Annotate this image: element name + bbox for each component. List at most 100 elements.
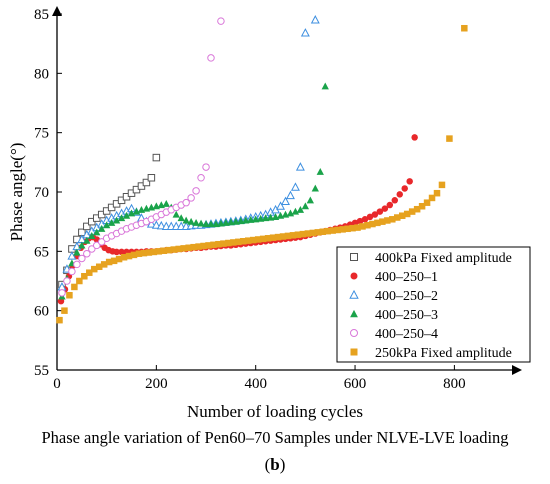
data-point xyxy=(394,214,401,221)
data-point xyxy=(438,181,446,189)
data-point xyxy=(381,205,389,212)
legend-open-square-marker xyxy=(350,253,358,261)
data-point xyxy=(151,220,161,229)
data-point xyxy=(237,217,245,225)
data-point xyxy=(379,218,386,225)
data-point xyxy=(374,219,381,227)
data-point xyxy=(413,205,421,213)
legend-item: 400–250–2 xyxy=(349,289,438,304)
data-point xyxy=(140,249,148,257)
data-point xyxy=(232,217,240,225)
data-point xyxy=(93,228,101,236)
legend-label: 250kPa Fixed amplitude xyxy=(375,346,512,361)
legend-label: 400kPa Fixed amplitude xyxy=(375,251,512,266)
data-point xyxy=(127,209,136,217)
legend-item: 400–250–3 xyxy=(350,308,438,323)
data-point xyxy=(88,232,96,239)
data-point xyxy=(73,260,81,269)
data-point xyxy=(132,207,141,215)
axes: 55 60 65 70 75 80 85 0 200 400 600 800 Phase angle(°… xyxy=(7,6,522,392)
data-point xyxy=(289,232,297,239)
data-point xyxy=(227,218,235,226)
data-point xyxy=(195,243,202,250)
data-point xyxy=(242,216,250,224)
data-point xyxy=(344,225,351,233)
data-point xyxy=(175,245,182,253)
legend-label: 400–250–2 xyxy=(375,289,438,304)
y-tick-label: 60 xyxy=(34,304,49,320)
data-point xyxy=(314,229,322,236)
data-point xyxy=(97,238,106,246)
data-point xyxy=(310,15,320,24)
data-point xyxy=(304,230,312,237)
phase-angle-chart: 55 60 65 70 75 80 85 0 200 400 600 800 Phase angle(°… xyxy=(7,6,531,392)
data-point xyxy=(162,200,170,207)
x-axis-arrow xyxy=(512,365,522,375)
data-point xyxy=(78,254,86,263)
data-point xyxy=(192,187,200,195)
data-point xyxy=(361,216,369,223)
data-point xyxy=(306,196,314,204)
figure-caption: Phase angle variation of Pen60–70 Sample… xyxy=(41,428,509,447)
data-point xyxy=(254,236,262,243)
data-point xyxy=(371,211,379,218)
data-point xyxy=(418,202,426,210)
data-point xyxy=(210,241,217,249)
data-point xyxy=(398,212,406,219)
data-point xyxy=(83,249,91,258)
data-point xyxy=(376,208,384,215)
data-point xyxy=(58,289,66,297)
data-point xyxy=(433,189,441,197)
data-point xyxy=(63,277,71,285)
data-point xyxy=(261,214,270,222)
data-point xyxy=(222,219,230,226)
data-point xyxy=(403,210,411,218)
data-point xyxy=(120,254,128,261)
data-point xyxy=(386,201,394,209)
panel-open-paren: ( xyxy=(264,455,271,474)
data-point xyxy=(98,224,106,232)
data-point xyxy=(145,249,153,256)
data-point xyxy=(155,248,163,255)
legend: 400kPa Fixed amplitude 400–250–1 400–250–2… xyxy=(336,246,531,363)
data-point xyxy=(187,217,195,225)
data-point xyxy=(296,205,305,213)
x-tick-label: 0 xyxy=(53,376,61,392)
data-point xyxy=(67,251,77,260)
data-point xyxy=(88,245,96,253)
data-point xyxy=(329,227,336,234)
data-point xyxy=(207,220,215,228)
data-point xyxy=(190,243,197,251)
data-point xyxy=(217,219,225,227)
data-point xyxy=(165,246,173,254)
data-point xyxy=(152,153,161,162)
data-point xyxy=(103,221,111,229)
data-point xyxy=(247,216,255,223)
data-point xyxy=(207,54,215,62)
y-tick-label: 75 xyxy=(34,126,49,142)
panel-letter: b xyxy=(270,455,280,474)
data-point xyxy=(366,213,374,221)
series-4 xyxy=(58,82,329,300)
data-point xyxy=(125,252,133,260)
data-point xyxy=(316,167,324,175)
data-point xyxy=(321,82,329,90)
data-point xyxy=(122,211,131,219)
data-point xyxy=(117,214,126,222)
data-point xyxy=(359,223,366,230)
data-point xyxy=(406,178,413,185)
data-point xyxy=(202,163,210,171)
y-tick-label: 65 xyxy=(34,244,49,260)
data-point xyxy=(57,297,65,305)
data-point xyxy=(461,24,468,32)
data-point xyxy=(205,242,212,249)
data-point xyxy=(170,246,177,253)
data-point xyxy=(295,162,305,171)
data-point xyxy=(182,198,190,207)
data-point xyxy=(217,17,225,25)
data-point xyxy=(446,135,453,142)
data-point xyxy=(192,219,200,226)
data-point xyxy=(300,28,310,37)
data-point xyxy=(86,269,93,276)
data-point xyxy=(172,210,180,218)
